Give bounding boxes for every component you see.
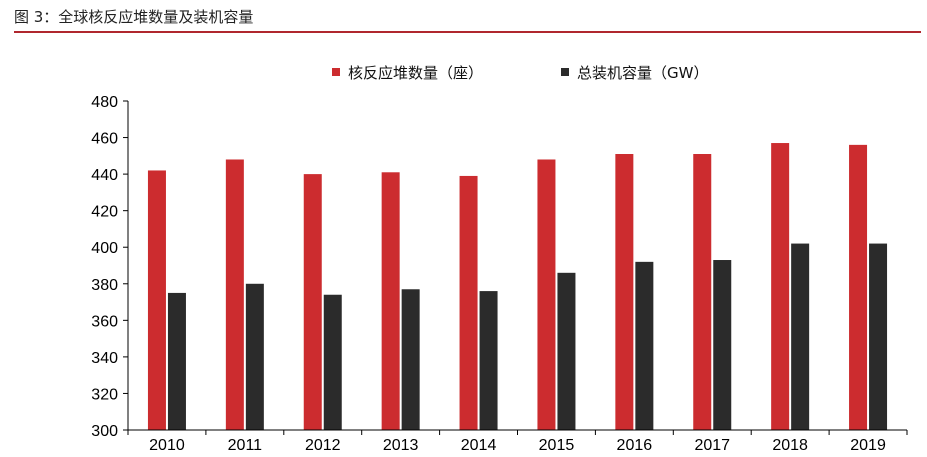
bar-reactor-count-2014 [459, 175, 478, 430]
x-tick-label-2012: 2012 [305, 437, 341, 454]
legend-swatch-reactor-count [332, 68, 340, 76]
bar-installed-capacity-2016 [635, 261, 654, 430]
legend-label-reactor-count: 核反应堆数量（座） [348, 64, 483, 82]
axes-layer: 300 320 340 360 380 400 420 440 460 480 2010 2011 20… [91, 94, 908, 454]
y-tick-label: 460 [91, 131, 118, 148]
bar-installed-capacity-2019 [869, 243, 888, 430]
chart-legend: 核反应堆数量（座） 总装机容量（GW） [332, 64, 708, 82]
bar-reactor-count-2016 [615, 154, 634, 430]
bar-installed-capacity-2012 [323, 294, 342, 430]
bar-installed-capacity-2010 [167, 292, 186, 430]
y-tick-label: 480 [91, 94, 118, 111]
bar-installed-capacity-2015 [557, 272, 576, 430]
bar-reactor-count-2010 [147, 170, 166, 430]
bar-reactor-count-2017 [693, 154, 712, 430]
legend-label-installed-capacity: 总装机容量（GW） [577, 64, 708, 82]
y-tick-label: 400 [91, 240, 118, 257]
y-tick-label: 380 [91, 277, 118, 294]
legend-swatch-installed-capacity [561, 68, 569, 76]
y-tick-label: 320 [91, 386, 118, 403]
bar-reactor-count-2012 [303, 174, 322, 430]
y-tick-label: 340 [91, 350, 118, 367]
bar-installed-capacity-2014 [479, 291, 498, 430]
y-tick-label: 420 [91, 204, 118, 221]
x-tick-label-2015: 2015 [539, 437, 575, 454]
x-tick-label-2011: 2011 [228, 437, 263, 454]
title-divider [14, 31, 921, 33]
y-tick-label: 300 [91, 423, 118, 440]
bar-reactor-count-2013 [381, 172, 400, 431]
bar-reactor-count-2019 [849, 144, 868, 430]
x-tick-label-2014: 2014 [461, 437, 497, 454]
bar-installed-capacity-2011 [245, 283, 264, 430]
x-tick-label-2010: 2010 [149, 437, 185, 454]
x-tick-label-2018: 2018 [772, 437, 808, 454]
y-tick-label: 360 [91, 313, 118, 330]
x-tick-label-2016: 2016 [617, 437, 653, 454]
bar-reactor-count-2015 [537, 159, 556, 430]
bar-installed-capacity-2017 [713, 260, 732, 430]
bars-layer [147, 143, 888, 431]
bar-reactor-count-2018 [771, 143, 790, 431]
y-tick-label: 440 [91, 167, 118, 184]
bar-installed-capacity-2013 [401, 289, 420, 430]
x-tick-label-2017: 2017 [694, 437, 730, 454]
figure-title: 图 3：全球核反应堆数量及装机容量 [14, 8, 254, 26]
x-tick-label-2013: 2013 [383, 437, 419, 454]
bar-reactor-count-2011 [225, 159, 244, 430]
bar-installed-capacity-2018 [791, 243, 810, 430]
x-tick-label-2019: 2019 [850, 437, 886, 454]
